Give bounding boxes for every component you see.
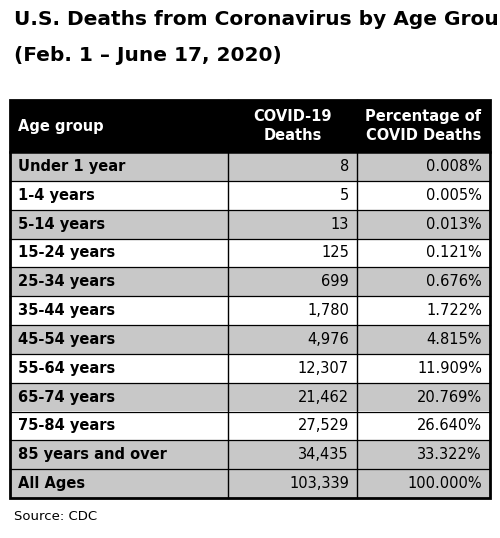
Bar — [357, 238, 490, 267]
Bar — [357, 100, 490, 152]
Bar — [10, 100, 228, 152]
Text: 45-54 years: 45-54 years — [18, 332, 115, 347]
Bar — [10, 440, 228, 469]
Text: 4.815%: 4.815% — [426, 332, 482, 347]
Text: 1-4 years: 1-4 years — [18, 188, 95, 203]
Bar — [228, 383, 357, 412]
Text: 65-74 years: 65-74 years — [18, 390, 115, 405]
Text: 21,462: 21,462 — [298, 390, 349, 405]
Bar — [228, 325, 357, 354]
Bar — [228, 469, 357, 498]
Bar — [10, 238, 228, 267]
Bar — [228, 100, 357, 152]
Text: 75-84 years: 75-84 years — [18, 419, 115, 434]
Text: COVID-19
Deaths: COVID-19 Deaths — [254, 109, 332, 143]
Text: 27,529: 27,529 — [298, 419, 349, 434]
Bar — [357, 296, 490, 325]
Bar — [357, 210, 490, 238]
Bar — [228, 412, 357, 440]
Bar — [228, 152, 357, 181]
Bar — [357, 267, 490, 296]
Text: 25-34 years: 25-34 years — [18, 274, 115, 289]
Text: 100.000%: 100.000% — [408, 476, 482, 491]
Text: Percentage of
COVID Deaths: Percentage of COVID Deaths — [366, 109, 482, 143]
Text: 1,780: 1,780 — [307, 303, 349, 318]
Bar — [10, 296, 228, 325]
Bar — [357, 325, 490, 354]
Bar — [357, 469, 490, 498]
Text: Age group: Age group — [18, 118, 103, 133]
Text: 0.121%: 0.121% — [426, 245, 482, 260]
Bar — [228, 296, 357, 325]
Bar — [10, 354, 228, 383]
Text: 15-24 years: 15-24 years — [18, 245, 115, 260]
Text: 12,307: 12,307 — [298, 361, 349, 376]
Bar — [357, 440, 490, 469]
Bar — [357, 354, 490, 383]
Text: 20.769%: 20.769% — [417, 390, 482, 405]
Bar — [357, 181, 490, 210]
Bar — [228, 238, 357, 267]
Bar — [10, 181, 228, 210]
Text: 8: 8 — [340, 159, 349, 174]
Text: 26.640%: 26.640% — [417, 419, 482, 434]
Text: 34,435: 34,435 — [298, 447, 349, 462]
Bar — [10, 325, 228, 354]
Bar — [10, 469, 228, 498]
Text: All Ages: All Ages — [18, 476, 85, 491]
Bar — [10, 100, 490, 498]
Text: 13: 13 — [330, 217, 349, 231]
Text: Source: CDC: Source: CDC — [14, 510, 97, 523]
Text: Under 1 year: Under 1 year — [18, 159, 126, 174]
Bar — [228, 267, 357, 296]
Text: 55-64 years: 55-64 years — [18, 361, 115, 376]
Text: 103,339: 103,339 — [289, 476, 349, 491]
Text: 0.676%: 0.676% — [426, 274, 482, 289]
Text: 33.322%: 33.322% — [418, 447, 482, 462]
Text: 125: 125 — [321, 245, 349, 260]
Bar — [357, 383, 490, 412]
Bar — [228, 440, 357, 469]
Bar — [10, 152, 228, 181]
Bar — [10, 412, 228, 440]
Text: 85 years and over: 85 years and over — [18, 447, 167, 462]
Text: 699: 699 — [322, 274, 349, 289]
Text: 0.005%: 0.005% — [426, 188, 482, 203]
Text: 35-44 years: 35-44 years — [18, 303, 115, 318]
Bar — [228, 210, 357, 238]
Bar — [10, 383, 228, 412]
Text: 1.722%: 1.722% — [426, 303, 482, 318]
Text: 11.909%: 11.909% — [417, 361, 482, 376]
Bar — [357, 152, 490, 181]
Text: 5-14 years: 5-14 years — [18, 217, 105, 231]
Text: (Feb. 1 – June 17, 2020): (Feb. 1 – June 17, 2020) — [14, 46, 282, 65]
Text: 0.013%: 0.013% — [426, 217, 482, 231]
Text: U.S. Deaths from Coronavirus by Age Group: U.S. Deaths from Coronavirus by Age Grou… — [14, 10, 500, 29]
Text: 0.008%: 0.008% — [426, 159, 482, 174]
Bar — [10, 210, 228, 238]
Bar — [228, 354, 357, 383]
Text: 4,976: 4,976 — [308, 332, 349, 347]
Text: 5: 5 — [340, 188, 349, 203]
Bar — [357, 412, 490, 440]
Bar — [228, 181, 357, 210]
Bar — [10, 267, 228, 296]
